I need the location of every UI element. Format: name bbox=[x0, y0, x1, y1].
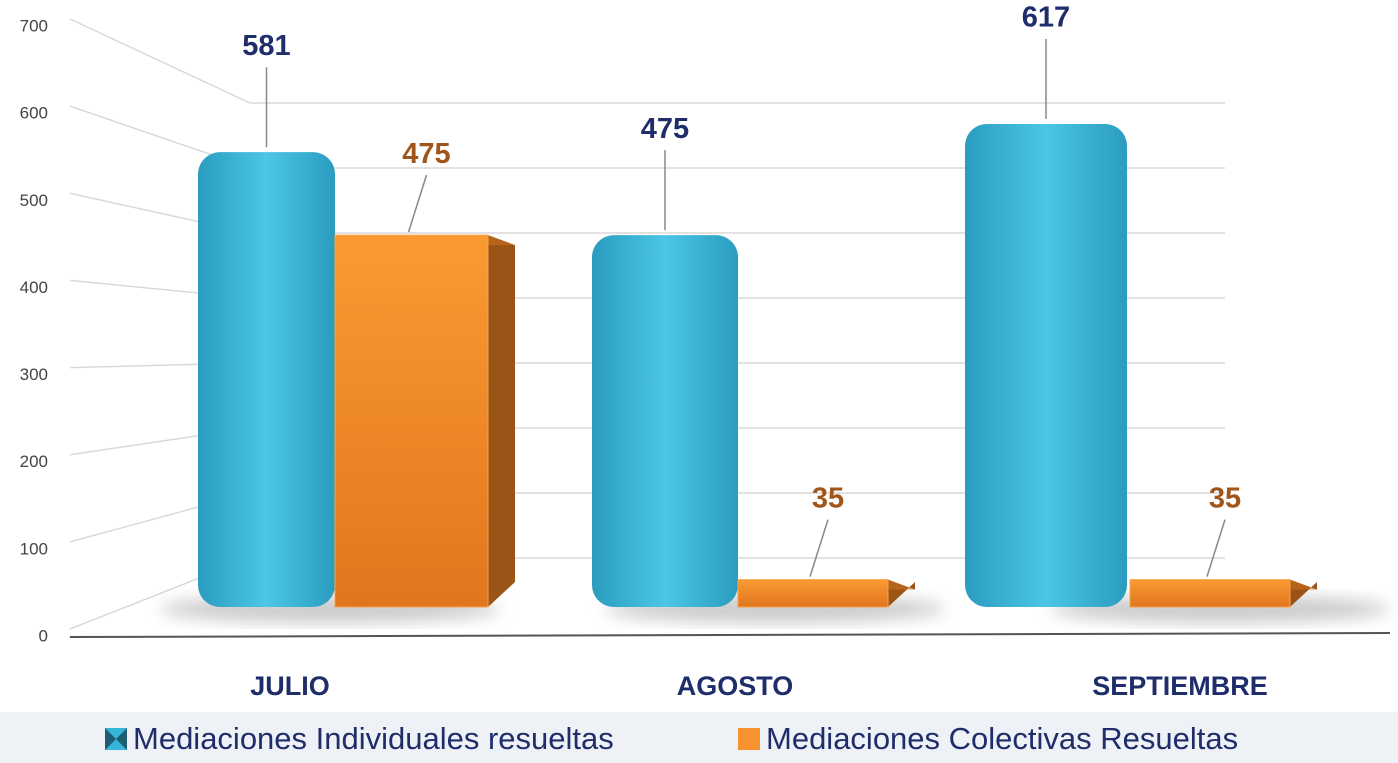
x-tick-label: JULIO bbox=[250, 671, 330, 701]
y-tick-label: 400 bbox=[20, 278, 48, 297]
bar bbox=[592, 235, 738, 607]
value-label: 35 bbox=[812, 482, 844, 514]
y-tick-label: 0 bbox=[39, 626, 48, 645]
value-label: 475 bbox=[641, 113, 689, 145]
value-label: 617 bbox=[1022, 2, 1070, 34]
legend-swatch bbox=[738, 728, 760, 750]
legend-label: Mediaciones Individuales resueltas bbox=[133, 721, 614, 756]
legend-label: Mediaciones Colectivas Resueltas bbox=[766, 721, 1238, 756]
bar bbox=[965, 123, 1127, 607]
bar bbox=[198, 152, 335, 607]
value-label: 475 bbox=[402, 138, 450, 170]
x-tick-label: SEPTIEMBRE bbox=[1092, 671, 1268, 701]
value-label: 581 bbox=[242, 30, 290, 62]
y-tick-label: 700 bbox=[20, 16, 48, 35]
bar bbox=[737, 579, 889, 608]
bar bbox=[334, 234, 489, 608]
legend-swatch-shade bbox=[105, 728, 127, 750]
leader-line bbox=[1206, 519, 1226, 577]
bar-side bbox=[488, 235, 515, 607]
x-axis bbox=[69, 632, 1391, 638]
y-tick-label: 100 bbox=[20, 539, 48, 558]
leader-line bbox=[407, 174, 428, 233]
leader-line bbox=[809, 519, 829, 577]
y-tick-label: 200 bbox=[20, 452, 48, 471]
x-tick-label: AGOSTO bbox=[677, 671, 794, 701]
y-tick-label: 300 bbox=[20, 365, 48, 384]
grid-line bbox=[69, 18, 1225, 104]
bar bbox=[1129, 579, 1291, 608]
legend-background bbox=[0, 712, 1398, 763]
y-tick-label: 600 bbox=[20, 104, 48, 123]
value-label: 35 bbox=[1209, 482, 1241, 514]
y-tick-label: 500 bbox=[20, 191, 48, 210]
